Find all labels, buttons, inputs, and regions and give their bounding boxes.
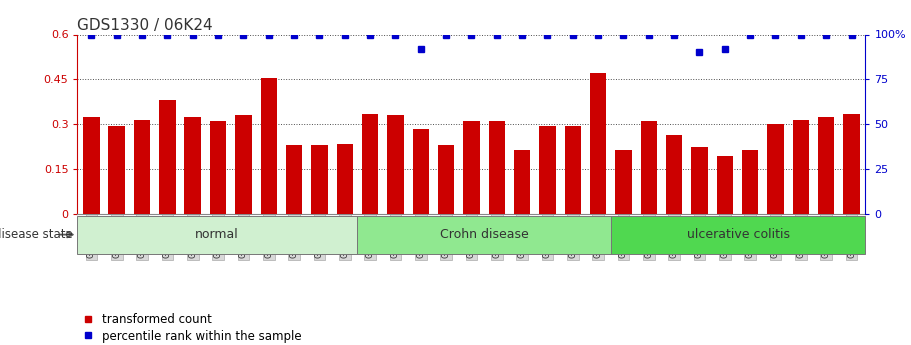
- Bar: [818, 117, 834, 214]
- Text: Crohn disease: Crohn disease: [440, 228, 528, 241]
- Bar: [640, 121, 657, 214]
- Bar: [387, 115, 404, 214]
- Bar: [134, 120, 150, 214]
- Bar: [108, 126, 125, 214]
- Bar: [767, 124, 783, 214]
- Bar: [357, 216, 611, 254]
- Bar: [210, 121, 226, 214]
- Bar: [83, 117, 99, 214]
- Bar: [261, 78, 277, 214]
- Text: disease state: disease state: [0, 228, 73, 241]
- Text: GDS1330 / 06K24: GDS1330 / 06K24: [77, 18, 213, 33]
- Bar: [77, 216, 357, 254]
- Bar: [413, 129, 429, 214]
- Bar: [488, 121, 505, 214]
- Bar: [539, 126, 556, 214]
- Legend: transformed count, percentile rank within the sample: transformed count, percentile rank withi…: [83, 313, 302, 343]
- Bar: [565, 126, 581, 214]
- Bar: [159, 100, 176, 214]
- Bar: [235, 115, 251, 214]
- Bar: [590, 73, 607, 214]
- Bar: [717, 156, 733, 214]
- Bar: [666, 135, 682, 214]
- Bar: [438, 145, 455, 214]
- Bar: [844, 114, 860, 214]
- Bar: [611, 216, 865, 254]
- Bar: [286, 145, 302, 214]
- Bar: [691, 147, 708, 214]
- Bar: [336, 144, 353, 214]
- Bar: [362, 114, 378, 214]
- Bar: [793, 120, 809, 214]
- Bar: [185, 117, 201, 214]
- Bar: [514, 150, 530, 214]
- Bar: [742, 150, 758, 214]
- Text: ulcerative colitis: ulcerative colitis: [687, 228, 790, 241]
- Bar: [463, 121, 480, 214]
- Text: normal: normal: [195, 228, 239, 241]
- Bar: [312, 145, 328, 214]
- Bar: [615, 150, 631, 214]
